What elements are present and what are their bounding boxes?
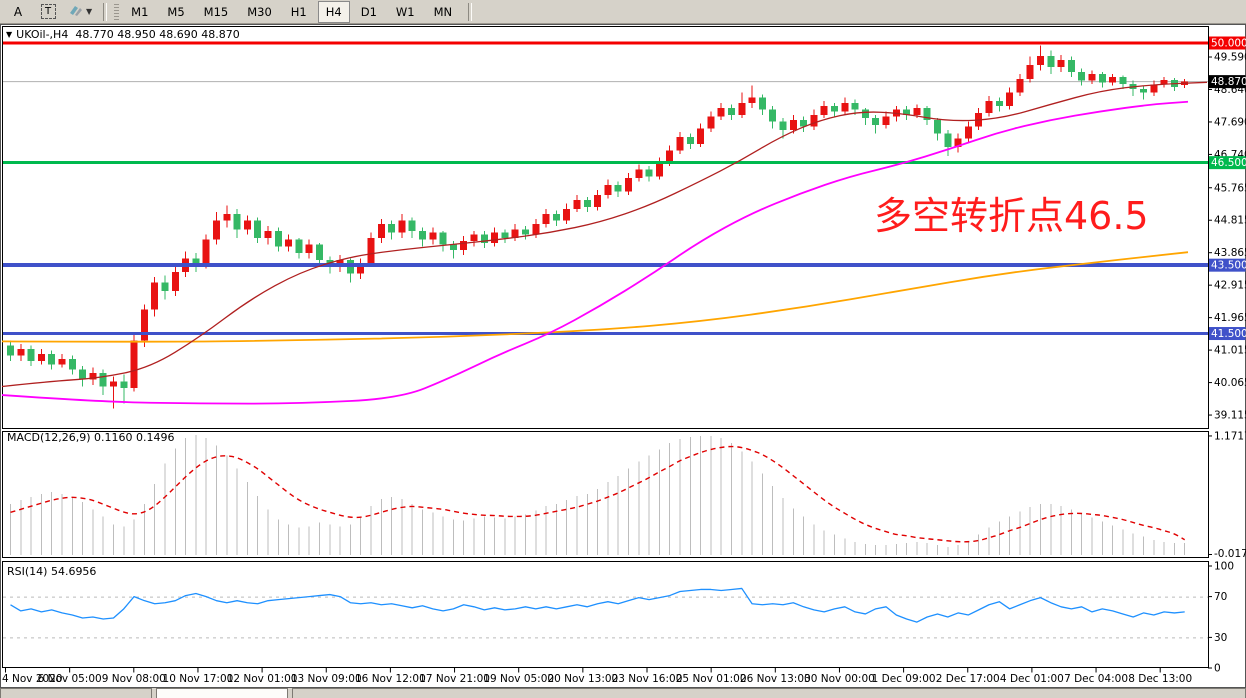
- svg-text:19 Nov 05:00: 19 Nov 05:00: [483, 673, 554, 685]
- svg-text:4 Dec 01:00: 4 Dec 01:00: [1000, 673, 1064, 685]
- chart-annotation-text: 多空转折点46.5: [874, 194, 1149, 238]
- status-bar: [0, 688, 1246, 698]
- svg-text:17 Nov 21:00: 17 Nov 21:00: [419, 673, 490, 685]
- svg-text:16 Nov 12:00: 16 Nov 12:00: [355, 673, 426, 685]
- current-price-badge: 48.870: [1209, 75, 1246, 89]
- status-segment-middle[interactable]: [156, 688, 288, 698]
- svg-text:47.690: 47.690: [1214, 116, 1246, 128]
- level-price-badge: 50.000: [1209, 36, 1246, 50]
- dropdown-caret-icon: ▼: [86, 7, 93, 16]
- level-price-badge: 41.500: [1209, 327, 1246, 341]
- chart-canvas[interactable]: 49.59048.64047.69046.74045.76544.81543.8…: [0, 24, 1246, 688]
- time-axis[interactable]: [5, 668, 1161, 673]
- svg-text:41.965: 41.965: [1214, 312, 1246, 324]
- price-axis[interactable]: [1208, 56, 1212, 669]
- timeframe-button-d1[interactable]: D1: [360, 4, 377, 19]
- candles-layer: [7, 45, 1189, 409]
- highlighter-tool-button[interactable]: ▼: [64, 1, 96, 23]
- svg-text:46.500: 46.500: [1211, 157, 1246, 169]
- svg-text:70: 70: [1214, 591, 1227, 603]
- rsi-indicator-label: RSI(14) 54.6956: [7, 565, 97, 578]
- label-a-tool-button[interactable]: A: [13, 4, 23, 19]
- svg-text:43.500: 43.500: [1211, 260, 1246, 272]
- toolbar-separator: [468, 2, 473, 21]
- svg-text:44.815: 44.815: [1214, 215, 1246, 227]
- timeframe-button-m5[interactable]: M5: [167, 4, 185, 19]
- svg-text:43.865: 43.865: [1214, 247, 1246, 259]
- timeframe-button-mn[interactable]: MN: [433, 4, 453, 19]
- timeframe-button-m15[interactable]: M15: [203, 4, 229, 19]
- text-box-tool-button[interactable]: T: [34, 1, 62, 23]
- svg-text:30 Nov 00:00: 30 Nov 00:00: [804, 673, 875, 685]
- svg-text:8 Dec 13:00: 8 Dec 13:00: [1128, 673, 1192, 685]
- svg-text:45.765: 45.765: [1214, 182, 1246, 194]
- svg-text:50.000: 50.000: [1211, 38, 1246, 50]
- svg-text:26 Nov 13:00: 26 Nov 13:00: [740, 673, 811, 685]
- collapse-triangle-icon[interactable]: ▼: [6, 30, 13, 39]
- ma-fast-darkred: [1, 81, 1208, 388]
- svg-text:2 Dec 17:00: 2 Dec 17:00: [936, 673, 1000, 685]
- svg-text:42.915: 42.915: [1214, 280, 1246, 292]
- svg-text:1 Dec 09:00: 1 Dec 09:00: [872, 673, 936, 685]
- svg-text:41.500: 41.500: [1211, 328, 1246, 340]
- macd-indicator-label: MACD(12,26,9) 0.1160 0.1496: [7, 431, 175, 444]
- chart-area: 49.59048.64047.69046.74045.76544.81543.8…: [0, 24, 1246, 688]
- timeframe-button-w1[interactable]: W1: [395, 4, 415, 19]
- ma-slow-orange: [1, 251, 1189, 343]
- svg-text:20 Nov 13:00: 20 Nov 13:00: [547, 673, 618, 685]
- symbol-ohlc-header: ▼ UKOil-,H4 48.770 48.950 48.690 48.870: [6, 28, 240, 41]
- svg-text:30: 30: [1214, 632, 1227, 644]
- svg-text:10 Nov 17:00: 10 Nov 17:00: [163, 673, 234, 685]
- svg-text:6 Nov 05:00: 6 Nov 05:00: [38, 673, 102, 685]
- svg-text:13 Nov 09:00: 13 Nov 09:00: [291, 673, 362, 685]
- toolbar-drag-handle[interactable]: [114, 3, 120, 20]
- svg-text:39.115: 39.115: [1214, 410, 1246, 422]
- svg-text:40.065: 40.065: [1214, 377, 1246, 389]
- svg-text:25 Nov 01:00: 25 Nov 01:00: [676, 673, 747, 685]
- timeframe-button-m30[interactable]: M30: [247, 4, 272, 19]
- svg-text:12 Nov 01:00: 12 Nov 01:00: [227, 673, 298, 685]
- symbol-ohlc-text: UKOil-,H4 48.770 48.950 48.690 48.870: [16, 28, 240, 41]
- level-price-badge: 46.500: [1209, 156, 1246, 170]
- moving-average-lines: [1, 81, 1208, 405]
- svg-text:49.590: 49.590: [1214, 52, 1246, 64]
- svg-text:-0.0172: -0.0172: [1214, 548, 1246, 560]
- rsi-line: [10, 587, 1185, 623]
- text-tool-icon: T: [40, 4, 56, 19]
- highlighter-icon: [68, 3, 84, 20]
- timeframe-button-m1[interactable]: M1: [131, 4, 149, 19]
- timeframe-button-h1[interactable]: H1: [290, 4, 307, 19]
- ma-mid-magenta: [1, 100, 1189, 405]
- toolbar-separator: [103, 2, 108, 21]
- svg-text:100: 100: [1214, 561, 1234, 573]
- macd-signal-line: [10, 445, 1186, 543]
- status-segment-right: [292, 688, 1246, 698]
- macd-histogram: [10, 435, 1186, 555]
- level-price-badge: 43.500: [1209, 258, 1246, 272]
- svg-text:4 Nov 2020: 4 Nov 2020: [2, 673, 63, 685]
- svg-text:23 Nov 16:00: 23 Nov 16:00: [612, 673, 683, 685]
- svg-text:9 Nov 08:00: 9 Nov 08:00: [102, 673, 166, 685]
- timeframe-button-h4[interactable]: H4: [317, 0, 350, 23]
- status-segment-left: [0, 688, 152, 698]
- svg-text:0: 0: [1214, 663, 1221, 675]
- svg-text:41.015: 41.015: [1214, 345, 1246, 357]
- svg-text:1.1717: 1.1717: [1214, 430, 1246, 442]
- toolbar: A T ▼ M1 M5 M15 M30 H1 H4 D1 W1 MN: [0, 0, 1246, 24]
- svg-text:7 Dec 04:00: 7 Dec 04:00: [1064, 673, 1128, 685]
- svg-text:48.870: 48.870: [1211, 76, 1246, 88]
